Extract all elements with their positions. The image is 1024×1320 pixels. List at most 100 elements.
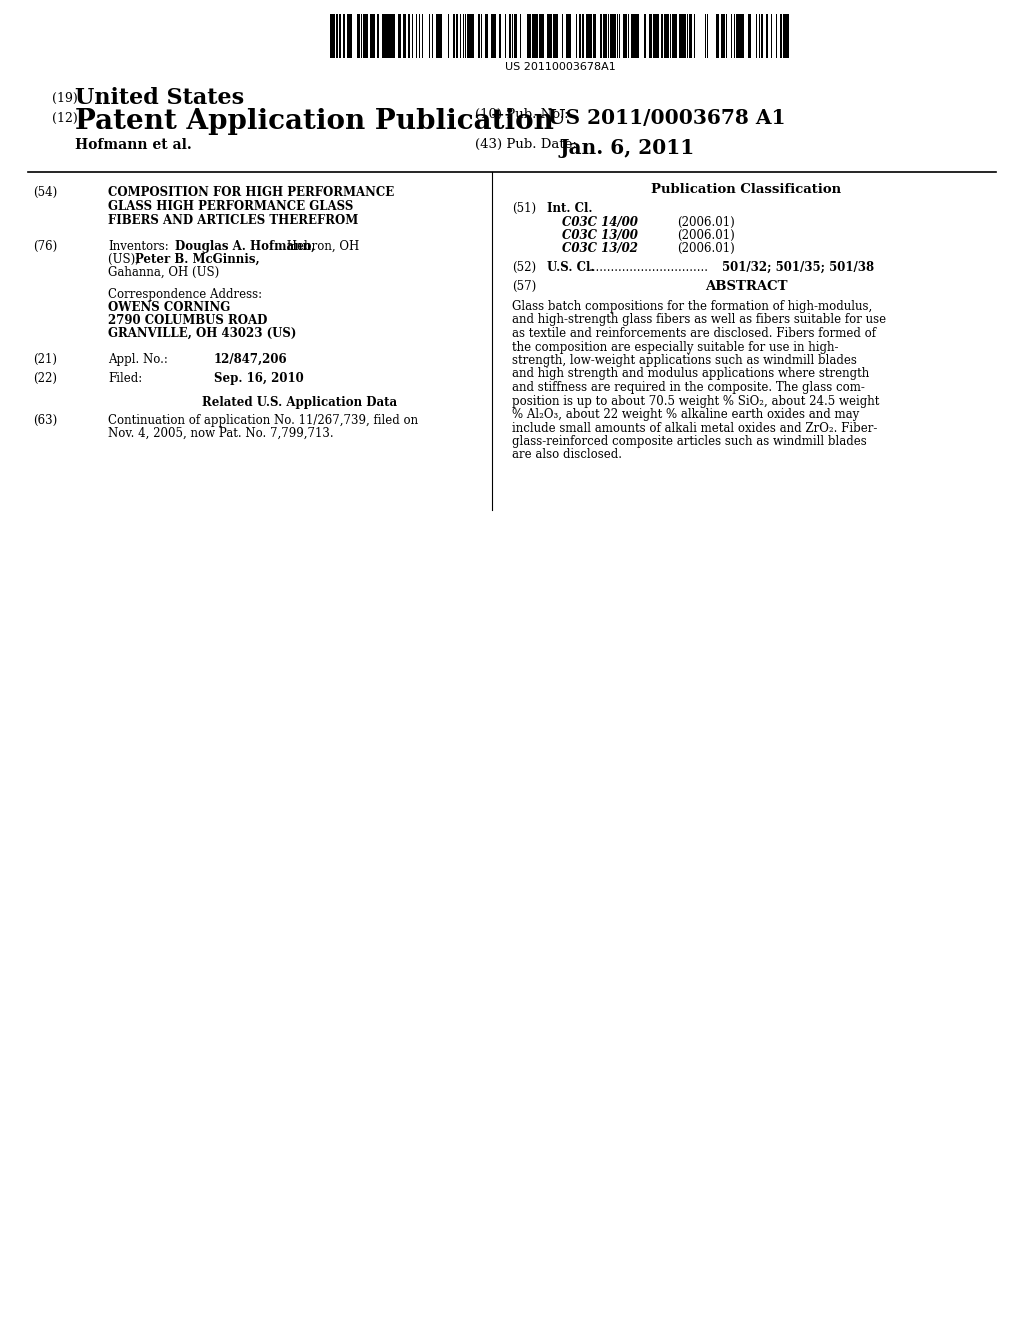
Bar [653,15,656,58]
Bar [383,15,385,58]
Text: the composition are especially suitable for use in high-: the composition are especially suitable … [512,341,839,354]
Bar [386,15,388,58]
Text: Related U.S. Application Data: Related U.S. Application Data [203,396,397,409]
Bar [490,15,493,58]
Bar [783,15,785,58]
Bar [439,15,441,58]
Text: (43) Pub. Date:: (43) Pub. Date: [475,139,577,150]
Bar [536,15,538,58]
Bar [675,15,677,58]
Bar [472,15,474,58]
Bar [613,15,615,58]
Text: GRANVILLE, OH 43023 (US): GRANVILLE, OH 43023 (US) [108,327,296,341]
Bar [631,15,633,58]
Bar [467,15,470,58]
Bar [332,15,335,58]
Text: position is up to about 70.5 weight % SiO₂, about 24.5 weight: position is up to about 70.5 weight % Si… [512,395,880,408]
Text: (22): (22) [33,372,57,385]
Bar [553,15,556,58]
Text: glass-reinforced composite articles such as windmill blades: glass-reinforced composite articles such… [512,436,866,447]
Text: Filed:: Filed: [108,372,142,385]
Bar [594,15,596,58]
Bar [547,15,549,58]
Text: Correspondence Address:: Correspondence Address: [108,288,262,301]
Text: strength, low-weight applications such as windmill blades: strength, low-weight applications such a… [512,354,857,367]
Text: FIBERS AND ARTICLES THEREFROM: FIBERS AND ARTICLES THEREFROM [108,214,358,227]
Text: US 2011/0003678 A1: US 2011/0003678 A1 [548,108,785,128]
Bar [625,15,627,58]
Bar [780,15,782,58]
Text: U.S. Cl.: U.S. Cl. [547,261,595,275]
Bar [467,15,470,58]
Bar [673,15,675,58]
Bar [684,15,686,58]
Text: Patent Application Publication: Patent Application Publication [75,108,554,135]
Bar [370,15,373,58]
Bar [404,15,406,58]
Text: (12): (12) [52,112,78,125]
Bar [453,15,455,58]
Text: (2006.01): (2006.01) [677,228,735,242]
Text: (54): (54) [33,186,57,199]
Text: Nov. 4, 2005, now Pat. No. 7,799,713.: Nov. 4, 2005, now Pat. No. 7,799,713. [108,426,334,440]
Text: (2006.01): (2006.01) [677,242,735,255]
Text: Jan. 6, 2011: Jan. 6, 2011 [560,139,695,158]
Text: Appl. No.:: Appl. No.: [108,352,168,366]
Bar [604,15,607,58]
Text: (51): (51) [512,202,537,215]
Text: % Al₂O₃, about 22 weight % alkaline earth oxides and may: % Al₂O₃, about 22 weight % alkaline eart… [512,408,859,421]
Bar [680,15,683,58]
Bar [636,15,639,58]
Bar [604,15,607,58]
Bar [569,15,571,58]
Text: Publication Classification: Publication Classification [651,183,841,195]
Bar [569,15,571,58]
Bar [780,15,782,58]
Bar [528,15,530,58]
Text: (19): (19) [52,92,78,106]
Bar [600,15,602,58]
Bar [373,15,375,58]
Bar [399,15,401,58]
Bar [653,15,656,58]
Bar [439,15,441,58]
Bar [739,15,741,58]
Bar [631,15,633,58]
Text: (52): (52) [512,261,537,275]
Bar [392,15,394,58]
Bar [644,15,646,58]
Bar [613,15,615,58]
Text: are also disclosed.: are also disclosed. [512,449,622,462]
Bar [673,15,675,58]
Bar [330,15,790,58]
Bar [388,15,390,58]
Text: 2790 COLUMBUS ROAD: 2790 COLUMBUS ROAD [108,314,267,327]
Text: GLASS HIGH PERFORMANCE GLASS: GLASS HIGH PERFORMANCE GLASS [108,201,353,213]
Text: Int. Cl.: Int. Cl. [547,202,593,215]
Bar [783,15,785,58]
Bar [478,15,480,58]
Text: Sep. 16, 2010: Sep. 16, 2010 [214,372,304,385]
Bar [365,15,368,58]
Bar [736,15,738,58]
Bar [399,15,401,58]
Bar [566,15,568,58]
Bar [566,15,568,58]
Text: C03C 14/00: C03C 14/00 [562,216,638,228]
Text: (2006.01): (2006.01) [677,216,735,228]
Text: Douglas A. Hofmann,: Douglas A. Hofmann, [175,240,315,253]
Text: (US);: (US); [108,253,143,267]
Text: Peter B. McGinnis,: Peter B. McGinnis, [135,253,260,267]
Text: C03C 13/02: C03C 13/02 [562,242,638,255]
Bar [675,15,677,58]
Bar [509,15,511,58]
Bar [453,15,455,58]
Bar [528,15,530,58]
Text: Inventors:: Inventors: [108,240,169,253]
Bar [649,15,652,58]
Bar [437,15,439,58]
Bar [534,15,535,58]
Text: US 20110003678A1: US 20110003678A1 [505,62,615,73]
Bar [739,15,741,58]
Bar [684,15,686,58]
